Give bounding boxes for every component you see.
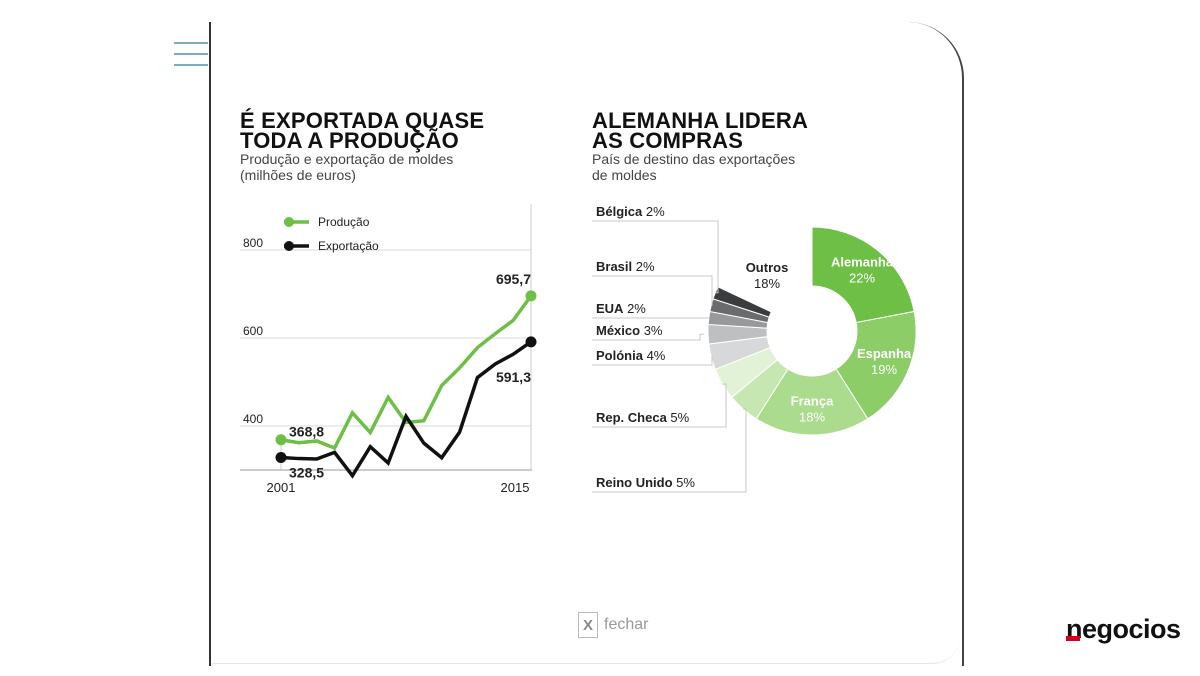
leader-line <box>592 333 704 341</box>
leader-line <box>592 275 713 306</box>
legend-label: Exportação <box>318 239 379 253</box>
left-chart-subtitle: Produção e exportação de moldes (milhões… <box>240 151 453 183</box>
slice-value-label: 18% <box>799 410 825 425</box>
leader-line <box>592 356 713 366</box>
series-start-point <box>275 434 287 446</box>
outside-label-reino-unido: Reino Unido 5% <box>596 475 695 490</box>
left-chart-title-line2: TODA A PRODUÇÃO <box>240 128 459 153</box>
left-chart-title: É EXPORTADA QUASE TODA A PRODUÇÃO <box>240 108 485 153</box>
outside-label-category: EUA <box>596 301 624 316</box>
series-start-point <box>275 451 287 463</box>
outside-label-category: Reino Unido <box>596 475 673 490</box>
donut-slice-alemanha <box>811 226 915 324</box>
outside-label-brasil: Brasil 2% <box>596 259 655 274</box>
y-tick-label: 800 <box>243 236 263 250</box>
legend-swatch-dot <box>284 241 294 251</box>
outside-label-category: Brasil <box>596 259 632 274</box>
outside-label-category: Polónia <box>596 348 644 363</box>
data-label-start-producao: 368,8 <box>289 424 324 440</box>
outside-label-b-lgica: Bélgica 2% <box>596 204 665 219</box>
right-chart-title: ALEMANHA LIDERA AS COMPRAS <box>592 108 809 153</box>
outside-label-value: 2% <box>623 301 646 316</box>
outside-label-value: 2% <box>632 259 655 274</box>
series-line-producao <box>280 294 533 451</box>
outside-label-m-xico: México 3% <box>596 323 663 338</box>
slice-category-label: França <box>791 394 834 409</box>
right-chart-subtitle-line1: País de destino das exportações <box>592 151 796 167</box>
right-chart-subtitle-line2: de moldes <box>592 167 657 183</box>
negocios-logo-mark <box>1066 636 1080 641</box>
series-line-exportacao <box>280 340 533 479</box>
x-tick-label: 2015 <box>501 480 530 495</box>
y-tick-label: 400 <box>243 412 263 426</box>
outside-label-category: Rep. Checa <box>596 410 668 425</box>
data-label-end-exportacao: 591,3 <box>496 369 531 385</box>
left-chart-title-line1: É EXPORTADA QUASE <box>240 108 485 133</box>
leader-line <box>592 408 747 493</box>
legend-label: Produção <box>318 215 370 229</box>
frame-bottom-border <box>212 606 960 664</box>
x-tick-label: 2001 <box>267 480 296 495</box>
frame-right-border <box>908 22 964 666</box>
legend-swatch-dot <box>284 217 294 227</box>
outside-label-category: México <box>596 323 640 338</box>
slice-category-label: Espanha <box>857 346 912 361</box>
frame-left-border <box>209 22 211 666</box>
outside-label-rep-checa: Rep. Checa 5% <box>596 410 690 425</box>
outside-label-value: 5% <box>667 410 690 425</box>
negocios-logo: negocios <box>1066 614 1181 644</box>
donut-slice-outros <box>717 226 813 313</box>
menu-icon[interactable] <box>174 42 208 68</box>
slice-value-label: 22% <box>849 271 875 286</box>
outside-label-pol-nia: Polónia 4% <box>596 348 666 363</box>
y-tick-label: 600 <box>243 324 263 338</box>
close-label: fechar <box>604 616 649 633</box>
data-label-end-producao: 695,7 <box>496 271 531 287</box>
series-end-point <box>525 336 537 348</box>
right-chart-title-line2: AS COMPRAS <box>592 128 744 153</box>
outside-label-value: 4% <box>643 348 666 363</box>
slice-value-label: 19% <box>871 362 897 377</box>
outside-label-value: 3% <box>640 323 663 338</box>
outside-label-eua: EUA 2% <box>596 301 646 316</box>
close-icon: X <box>578 612 598 638</box>
right-chart-title-line1: ALEMANHA LIDERA <box>592 108 809 133</box>
close-button[interactable]: X fechar <box>578 612 648 638</box>
outside-label-value: 5% <box>673 475 696 490</box>
data-label-start-exportacao: 328,5 <box>289 464 324 480</box>
slice-value-label: 18% <box>754 276 780 291</box>
outside-label-value: 2% <box>642 204 665 219</box>
outside-label-category: Bélgica <box>596 204 643 219</box>
leader-line <box>592 383 727 428</box>
left-chart-subtitle-line1: Produção e exportação de moldes <box>240 151 454 167</box>
series-end-point <box>525 290 537 302</box>
slice-category-label: Alemanha <box>831 255 894 270</box>
slice-category-label: Outros <box>746 260 789 275</box>
donut-slice-espanha <box>835 310 917 420</box>
right-chart-subtitle: País de destino das exportações de molde… <box>592 151 795 183</box>
left-chart-subtitle-line2: (milhões de euros) <box>240 167 356 183</box>
leader-line <box>592 220 719 294</box>
